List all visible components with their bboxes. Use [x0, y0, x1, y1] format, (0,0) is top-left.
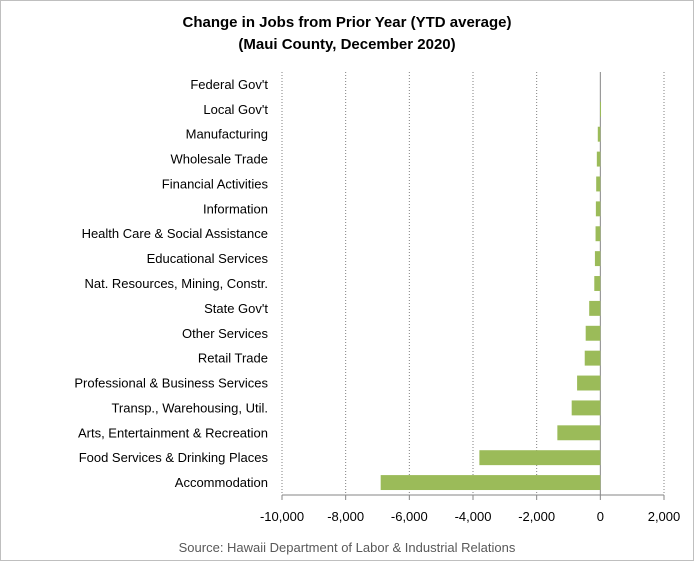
bar — [596, 151, 601, 167]
category-label: Food Services & Drinking Places — [79, 450, 269, 465]
category-label: Accommodation — [175, 475, 268, 490]
category-label: State Gov't — [204, 301, 268, 316]
chart-title: Change in Jobs from Prior Year (YTD aver… — [0, 12, 694, 56]
bar — [600, 101, 602, 117]
x-tick-label: -6,000 — [391, 509, 428, 524]
category-label: Professional & Business Services — [74, 376, 268, 391]
category-label: Arts, Entertainment & Recreation — [78, 425, 268, 440]
category-label: Transp., Warehousing, Util. — [111, 400, 268, 415]
category-label: Retail Trade — [198, 351, 268, 366]
bar — [594, 251, 601, 267]
x-tick-label: -8,000 — [327, 509, 364, 524]
category-label: Financial Activities — [162, 176, 269, 191]
bar — [594, 276, 601, 291]
bar — [577, 375, 601, 391]
category-label: Health Care & Social Assistance — [82, 226, 268, 241]
bar — [597, 126, 601, 142]
category-label: Other Services — [182, 326, 268, 341]
chart-title-line1: Change in Jobs from Prior Year (YTD aver… — [182, 14, 512, 31]
bar — [595, 201, 601, 217]
chart-title-line2: (Maui County, December 2020) — [238, 36, 456, 53]
x-tick-label: -10,000 — [260, 509, 304, 524]
bar — [380, 475, 601, 491]
bar — [595, 226, 601, 242]
bar — [589, 300, 601, 316]
category-label: Nat. Resources, Mining, Constr. — [84, 276, 268, 291]
x-tick-label: 2,000 — [648, 509, 681, 524]
category-label: Local Gov't — [203, 102, 268, 117]
category-label: Educational Services — [147, 251, 269, 266]
category-label: Information — [203, 201, 268, 216]
category-label: Federal Gov't — [190, 77, 268, 92]
source-note: Source: Hawaii Department of Labor & Ind… — [178, 540, 516, 555]
x-tick-label: -4,000 — [455, 509, 492, 524]
x-tick-label: 0 — [597, 509, 604, 524]
bar — [585, 325, 601, 341]
bar — [596, 176, 601, 192]
category-label: Manufacturing — [186, 127, 268, 142]
bar — [557, 425, 601, 441]
bar — [584, 350, 601, 366]
bar — [479, 450, 601, 466]
x-tick-label: -2,000 — [518, 509, 555, 524]
category-label: Wholesale Trade — [170, 152, 268, 167]
bar — [571, 400, 601, 416]
